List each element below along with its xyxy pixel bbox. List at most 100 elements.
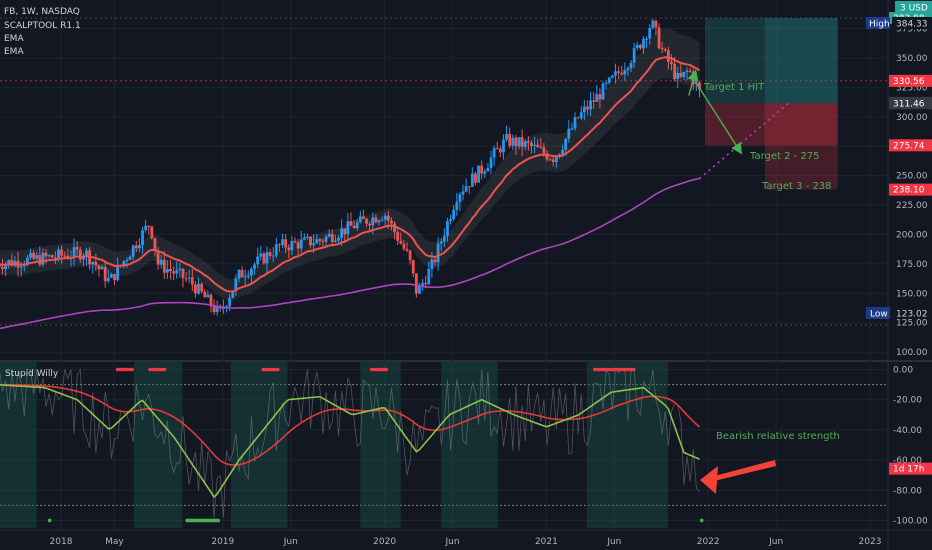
candle-body bbox=[113, 274, 116, 281]
price-tick-label: 325.00 bbox=[896, 83, 928, 93]
oscillator-top-dot bbox=[276, 367, 280, 372]
candle-body bbox=[477, 165, 480, 183]
candle-body bbox=[41, 252, 45, 265]
candle-body bbox=[334, 240, 337, 242]
candle-body bbox=[458, 194, 462, 203]
oscillator-title[interactable]: Stupid Willy bbox=[5, 369, 59, 379]
indicator-ema-label-1[interactable]: EMA bbox=[4, 34, 24, 44]
candle-body bbox=[433, 259, 437, 263]
candle-body bbox=[635, 44, 639, 48]
high-label: High bbox=[869, 20, 890, 30]
candle-body bbox=[237, 269, 241, 279]
candle-body bbox=[53, 257, 57, 259]
candle-body bbox=[206, 294, 210, 298]
candle-body bbox=[91, 261, 95, 265]
time-tick-label: May bbox=[105, 537, 124, 547]
candle-body bbox=[579, 112, 583, 119]
candle-body bbox=[134, 245, 138, 249]
candle-body bbox=[330, 233, 334, 242]
candle-body bbox=[374, 217, 378, 223]
candle-body bbox=[212, 306, 216, 313]
candle-body bbox=[629, 62, 633, 69]
time-tick-label: 2020 bbox=[373, 537, 396, 547]
candle-body bbox=[312, 243, 316, 246]
ema-slow-line bbox=[0, 102, 790, 330]
candle-body bbox=[75, 247, 79, 250]
candle-body bbox=[573, 117, 577, 129]
candle-body bbox=[449, 218, 452, 221]
candle-body bbox=[679, 72, 683, 77]
candle-body bbox=[651, 20, 655, 29]
candle-body bbox=[399, 240, 403, 244]
time-axis[interactable]: 2018 May 2019 Jun 2020 Jun 2021 Jun 2022 Jun 2023 bbox=[50, 537, 882, 547]
indicator-ema-label-2[interactable]: EMA bbox=[4, 47, 24, 57]
candle-body bbox=[327, 233, 331, 237]
oscillator-tick-label: -40.00 bbox=[893, 426, 922, 436]
candle-body bbox=[508, 133, 512, 146]
candle-body bbox=[620, 72, 624, 75]
candle-body bbox=[256, 256, 260, 265]
oscillator-band bbox=[0, 362, 37, 528]
candle-body bbox=[209, 294, 213, 307]
symbol-title: FB, 1W, NASDAQ bbox=[4, 7, 80, 17]
candle-body bbox=[402, 243, 406, 249]
loss-zone-2 bbox=[764, 103, 838, 190]
candle-body bbox=[492, 148, 496, 158]
annotation-target-2: Target 2 - 275 bbox=[749, 151, 820, 162]
candle-body bbox=[343, 228, 347, 235]
candle-body bbox=[362, 216, 365, 219]
candle-body bbox=[268, 252, 272, 257]
candle-body bbox=[0, 264, 1, 268]
oscillator-top-dot bbox=[130, 367, 134, 372]
loss-zone-1 bbox=[704, 103, 838, 146]
currency-badge[interactable]: 3 USD bbox=[900, 4, 928, 14]
indicator-background-bands bbox=[0, 362, 668, 528]
candle-body bbox=[125, 259, 129, 261]
candle-body bbox=[545, 153, 549, 160]
candle-body bbox=[50, 255, 54, 258]
candle-body bbox=[601, 83, 605, 100]
candle-body bbox=[567, 128, 571, 139]
price-tick-label: 225.00 bbox=[896, 201, 928, 211]
time-tick-label: 2021 bbox=[535, 537, 558, 547]
candle-body bbox=[309, 236, 312, 246]
ema-envelope bbox=[0, 28, 700, 301]
candle-body bbox=[514, 137, 518, 147]
candle-body bbox=[222, 307, 225, 309]
candle-body bbox=[570, 128, 574, 130]
candle-body bbox=[461, 191, 465, 195]
price-tick-label: 375.00 bbox=[896, 25, 928, 35]
candle-body bbox=[172, 271, 176, 274]
oscillator-red-line bbox=[0, 383, 701, 466]
indicator-scalptool-label[interactable]: SCALPTOOL R1.1 bbox=[4, 21, 81, 31]
candle-body bbox=[32, 252, 36, 259]
candle-body bbox=[82, 256, 85, 260]
candle-body bbox=[63, 255, 67, 257]
candle-body bbox=[128, 256, 132, 260]
candle-body bbox=[554, 157, 558, 163]
candle-body bbox=[190, 277, 194, 285]
candle-body bbox=[194, 284, 197, 294]
oscillator-tick-label: -80.00 bbox=[893, 486, 922, 496]
ema-slow-path bbox=[0, 177, 700, 330]
low-value: 123.02 bbox=[896, 310, 928, 320]
high-badge-bg bbox=[866, 17, 890, 29]
candle-body bbox=[315, 239, 319, 244]
candle-body bbox=[250, 268, 253, 276]
annotation-target-1: Target 1 HIT bbox=[703, 82, 765, 93]
ema-fast-line bbox=[0, 28, 701, 301]
candle-body bbox=[638, 44, 642, 49]
time-tick-label: Jun bbox=[445, 537, 460, 547]
candle-body bbox=[564, 138, 568, 150]
candle-body bbox=[467, 186, 471, 188]
candle-body bbox=[645, 38, 648, 40]
candle-body bbox=[698, 82, 701, 90]
price-axis[interactable]: 100.00 125.00 150.00 175.00 200.00 225.00 250.… bbox=[889, 12, 932, 526]
candle-body bbox=[592, 100, 596, 102]
candle-body bbox=[414, 273, 418, 294]
candle-body bbox=[85, 250, 88, 257]
candle-body bbox=[35, 255, 39, 259]
low-value-bg bbox=[892, 307, 932, 319]
